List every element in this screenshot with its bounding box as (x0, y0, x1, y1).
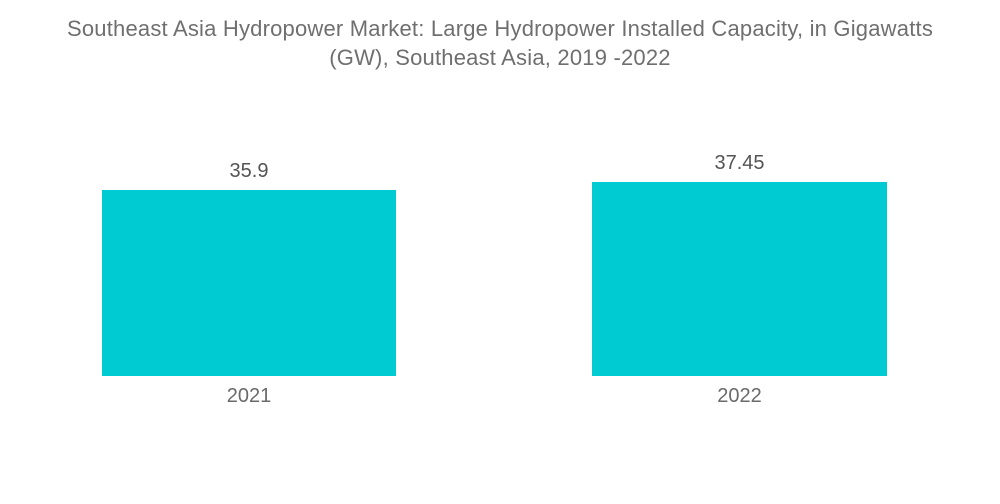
bar-group-2021: 35.9 (102, 160, 396, 376)
chart-title-line-1: Southeast Asia Hydropower Market: Large … (66, 16, 934, 41)
chart-title: Southeast Asia Hydropower Market: Large … (0, 14, 1000, 72)
bar-2021 (102, 190, 396, 376)
bar-2022 (592, 182, 887, 376)
data-label-2022: 37.45 (714, 152, 765, 174)
data-label-2021: 35.9 (229, 160, 269, 182)
bar-group-2022: 37.45 (592, 152, 887, 376)
category-axis-label-2022: 2022 (717, 385, 762, 407)
category-axis-label-2021: 2021 (226, 385, 272, 407)
chart-title-line-2: (GW), Southeast Asia, 2019 -2022 (329, 45, 671, 70)
